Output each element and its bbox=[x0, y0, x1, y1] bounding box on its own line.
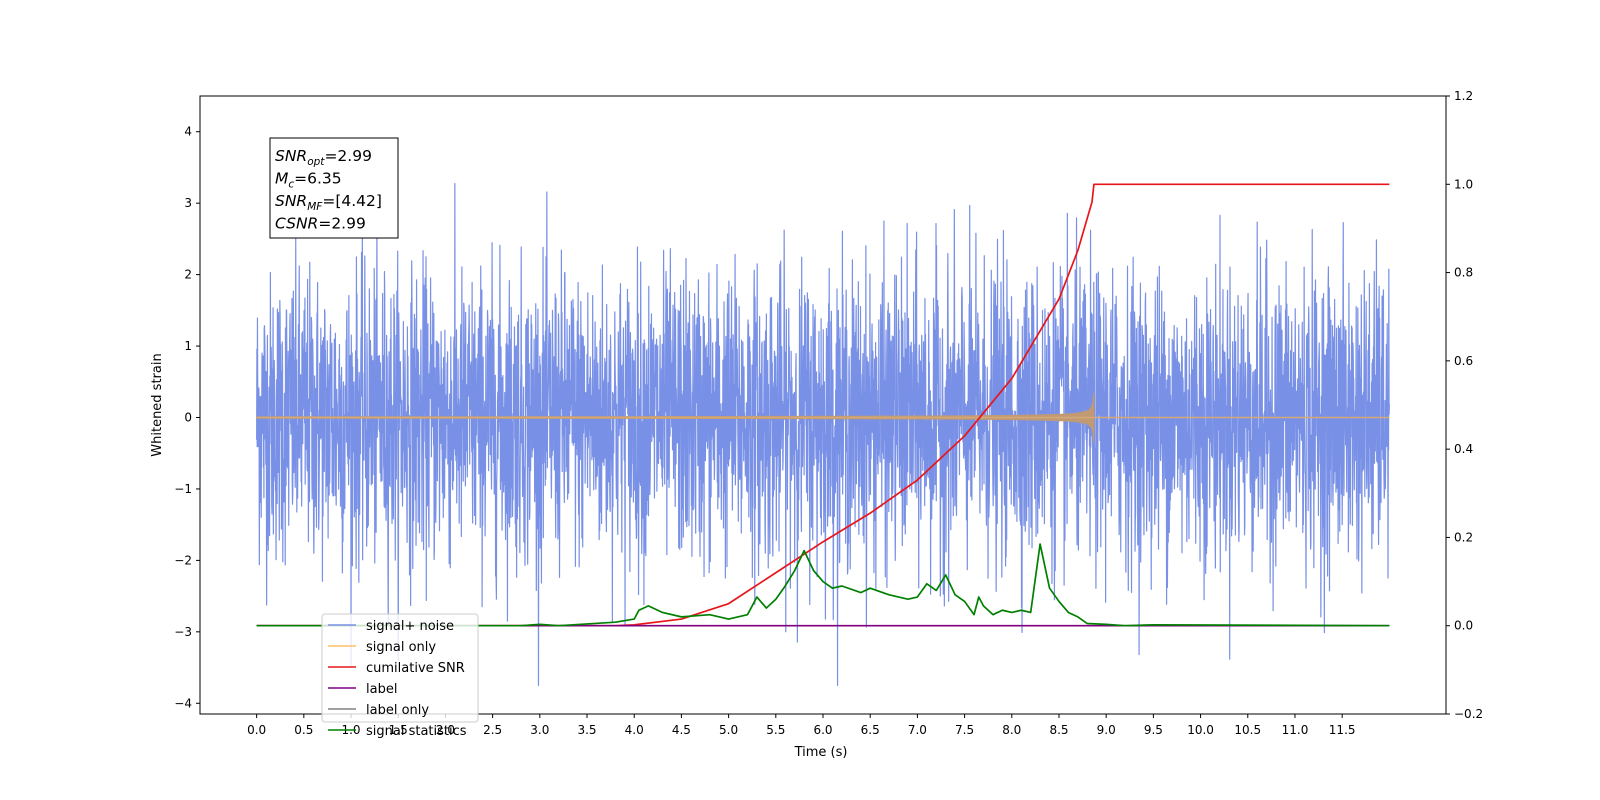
y2-tick-label: 0.0 bbox=[1454, 619, 1473, 633]
y2-tick-label: 0.6 bbox=[1454, 354, 1473, 368]
legend-label: cumilative SNR bbox=[366, 661, 465, 676]
annotation-symbol: SNR bbox=[275, 147, 307, 165]
y-tick-label: 0 bbox=[184, 411, 192, 425]
x-tick-label: 8.5 bbox=[1049, 723, 1068, 737]
x-tick-label: 2.5 bbox=[483, 723, 502, 737]
y-tick-label: 2 bbox=[184, 268, 192, 282]
annotation-line: CSNR=2.99 bbox=[275, 215, 366, 233]
x-axis-label: Time (s) bbox=[794, 745, 848, 760]
x-tick-label: 5.5 bbox=[766, 723, 785, 737]
legend-label: signal+ noise bbox=[366, 619, 454, 634]
annotation-line: SNRopt=2.99 bbox=[275, 147, 372, 168]
y2-tick-label: 1.0 bbox=[1454, 177, 1473, 191]
x-tick-label: 7.0 bbox=[908, 723, 927, 737]
annotation-subscript: c bbox=[288, 179, 294, 191]
legend-frame bbox=[321, 613, 479, 723]
y-tick-label: −1 bbox=[174, 482, 192, 496]
y2-tick-label: 0.8 bbox=[1454, 266, 1473, 280]
annotation-value: =6.35 bbox=[294, 170, 342, 188]
x-tick-label: 2.0 bbox=[436, 723, 455, 737]
x-axis: 0.0 0.5 1.0 1.5 2.0 2.5 3.0 3.5 4.0 4.5 5.0 5.5 6.0 6… bbox=[247, 714, 1356, 737]
series-line-cumilative-snr bbox=[256, 183, 1390, 627]
legend: signal+ noise signal only cumilative SNR la… bbox=[321, 613, 479, 739]
series-line-signal-noise bbox=[256, 182, 1390, 687]
x-tick-label: 7.5 bbox=[955, 723, 974, 737]
y2-tick-label: −0.2 bbox=[1454, 707, 1483, 721]
x-tick-label: 5.0 bbox=[719, 723, 738, 737]
x-tick-label: 0.5 bbox=[294, 723, 313, 737]
x-tick-label: 10.0 bbox=[1187, 723, 1214, 737]
y-tick-label: 3 bbox=[184, 196, 192, 210]
y-tick-label: −2 bbox=[174, 553, 192, 567]
y-tick-label: 4 bbox=[184, 125, 192, 139]
x-tick-label: 9.0 bbox=[1097, 723, 1116, 737]
annotation-symbol: CSNR bbox=[275, 215, 318, 233]
x-tick-label: 3.5 bbox=[577, 723, 596, 737]
legend-label: signal statistics bbox=[366, 724, 467, 739]
y-axis-left: 4 3 2 1 0 −1 −2 −3 −4 bbox=[174, 125, 200, 710]
x-tick-label: 4.5 bbox=[672, 723, 691, 737]
y2-tick-label: 1.2 bbox=[1454, 89, 1473, 103]
y-axis-label: Whitened strain bbox=[150, 353, 165, 456]
legend-label: label only bbox=[366, 703, 429, 718]
annotation-value: =2.99 bbox=[318, 215, 366, 233]
annotation-frame bbox=[269, 137, 399, 239]
annotation-value: =2.99 bbox=[324, 147, 372, 165]
annotation-line: SNRMF=[4.42] bbox=[275, 192, 382, 213]
y-tick-label: −4 bbox=[174, 696, 192, 710]
x-tick-label: 3.0 bbox=[530, 723, 549, 737]
x-tick-label: 11.5 bbox=[1329, 723, 1356, 737]
x-tick-label: 6.0 bbox=[813, 723, 832, 737]
x-tick-label: 4.0 bbox=[625, 723, 644, 737]
annotation-value: =[4.42] bbox=[322, 192, 382, 210]
y-tick-label: 1 bbox=[184, 339, 192, 353]
x-tick-label: 1.5 bbox=[389, 723, 408, 737]
annotation-subscript: opt bbox=[307, 156, 325, 168]
y-axis-right: 1.2 1.0 0.8 0.6 0.4 0.2 0.0 −0.2 bbox=[1446, 89, 1483, 721]
x-tick-label: 11.0 bbox=[1282, 723, 1309, 737]
annotation-symbol: SNR bbox=[275, 192, 307, 210]
x-tick-label: 0.0 bbox=[247, 723, 266, 737]
x-tick-label: 10.5 bbox=[1234, 723, 1261, 737]
series-line-signal-statistics bbox=[256, 543, 1390, 627]
x-tick-label: 9.5 bbox=[1144, 723, 1163, 737]
legend-label: label bbox=[366, 682, 397, 697]
y2-tick-label: 0.4 bbox=[1454, 442, 1473, 456]
annotation-symbol: M bbox=[275, 170, 288, 188]
legend-label: signal only bbox=[366, 640, 436, 655]
y-tick-label: −3 bbox=[174, 625, 192, 639]
annotation-subscript: MF bbox=[307, 201, 323, 213]
x-tick-label: 8.0 bbox=[1002, 723, 1021, 737]
y2-tick-label: 0.2 bbox=[1454, 530, 1473, 544]
plot-area bbox=[256, 182, 1390, 687]
x-tick-label: 6.5 bbox=[861, 723, 880, 737]
annotation-line: Mc=6.35 bbox=[275, 170, 342, 191]
